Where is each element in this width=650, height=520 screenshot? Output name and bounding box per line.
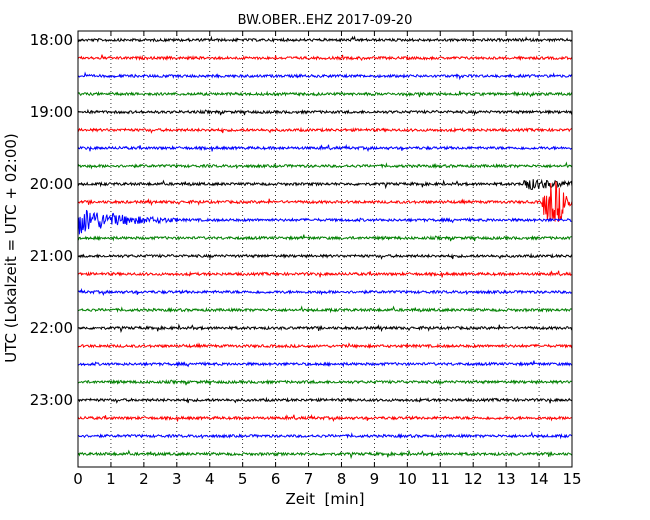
y-tick-label: 19:00 (30, 103, 73, 121)
trace-2030 (77, 209, 572, 235)
y-tick-label: 18:00 (30, 31, 73, 49)
trace-2115 (77, 270, 573, 278)
plot-frame (77, 30, 573, 468)
trace-2045 (77, 234, 573, 242)
trace-2015 (77, 181, 573, 222)
trace-2300 (77, 396, 573, 404)
y-axis-label: UTC (Lokalzeit = UTC + 02:00) (2, 133, 20, 363)
y-tick-label: 22:00 (30, 319, 73, 337)
x-tick-label: 8 (337, 470, 347, 488)
y-tick-label: 21:00 (30, 247, 73, 265)
x-tick-label: 12 (464, 470, 483, 488)
x-tick-label: 15 (562, 470, 581, 488)
x-tick-label: 11 (431, 470, 450, 488)
trace-2315 (77, 413, 573, 422)
x-grid (110, 31, 540, 467)
x-tick-label: 2 (139, 470, 149, 488)
x-tick-label: 7 (304, 470, 314, 488)
trace-2130 (77, 287, 573, 296)
trace-2145 (78, 305, 573, 314)
x-axis-label: Zeit [min] (285, 490, 364, 508)
trace-1945 (77, 161, 573, 170)
traces (77, 35, 573, 460)
x-tick-label: 4 (205, 470, 215, 488)
trace-2000 (77, 178, 573, 190)
x-tick-label: 1 (106, 470, 116, 488)
trace-2345 (77, 449, 573, 460)
y-axis: 18:00 19:00 20:00 21:00 22:00 23:00 (30, 31, 83, 409)
trace-1845 (77, 90, 573, 98)
y-tick-label: 20:00 (30, 175, 73, 193)
trace-2100 (77, 252, 573, 261)
trace-2215 (77, 342, 573, 349)
trace-1830 (77, 71, 573, 81)
x-axis: 0 1 2 3 4 5 6 7 8 9 10 11 12 13 14 15 (73, 31, 582, 488)
y-tick-label: 23:00 (30, 391, 73, 409)
trace-2230 (77, 360, 573, 368)
x-tick-label: 5 (238, 470, 248, 488)
x-tick-label: 9 (370, 470, 380, 488)
x-tick-label: 0 (73, 470, 83, 488)
x-tick-label: 14 (530, 470, 549, 488)
trace-2330 (77, 431, 573, 440)
trace-1800 (77, 35, 573, 43)
x-tick-label: 6 (271, 470, 281, 488)
trace-1815 (77, 54, 573, 62)
chart-title: BW.OBER..EHZ 2017-09-20 (238, 13, 413, 28)
trace-2245 (77, 378, 573, 387)
trace-1900 (77, 108, 573, 117)
trace-1915 (77, 126, 573, 134)
x-tick-label: 13 (497, 470, 516, 488)
trace-1930 (77, 143, 573, 152)
trace-2200 (77, 323, 573, 334)
x-tick-label: 3 (172, 470, 182, 488)
x-tick-label: 10 (398, 470, 417, 488)
